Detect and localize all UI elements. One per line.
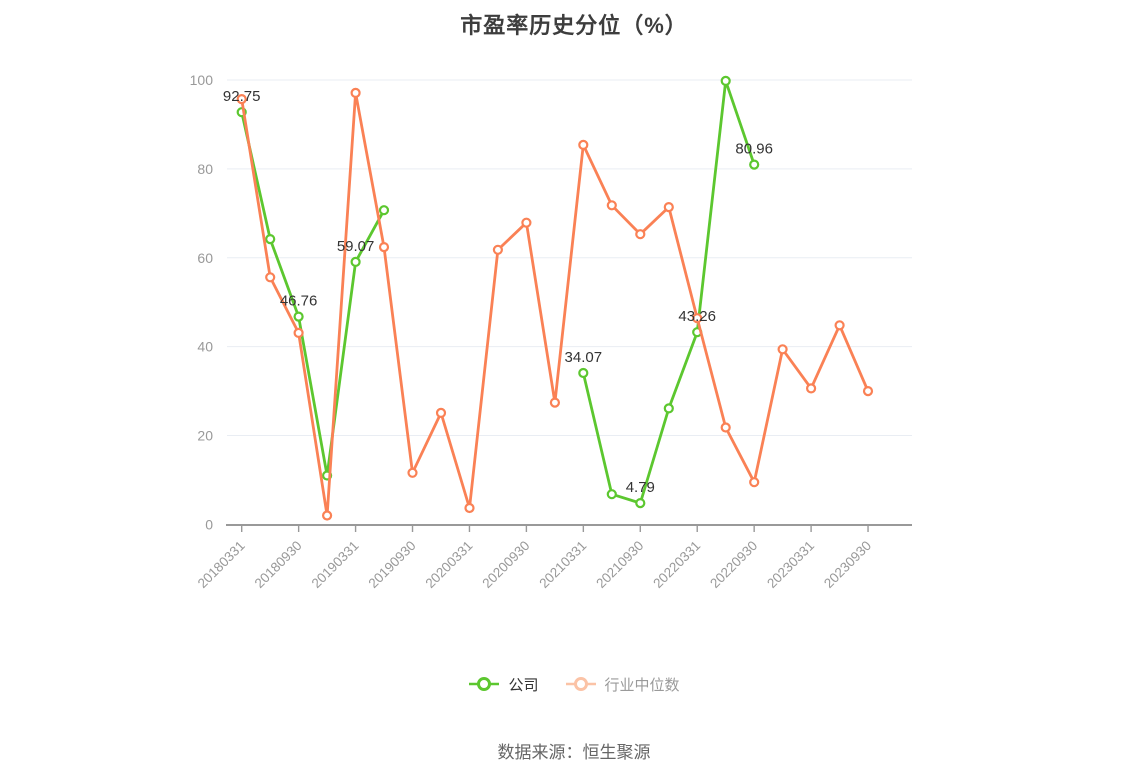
chart-canvas: 20180331 20180930 20190331 20190930 20200331… — [190, 72, 912, 591]
svg-text:46.76: 46.76 — [280, 293, 318, 310]
svg-text:20180331: 20180331 — [195, 538, 248, 591]
svg-text:20200331: 20200331 — [422, 538, 475, 591]
legend-label-company: 公司 — [508, 676, 539, 694]
svg-text:20: 20 — [197, 428, 213, 444]
svg-text:80.96: 80.96 — [735, 141, 773, 158]
svg-text:20210331: 20210331 — [536, 538, 589, 591]
svg-text:20180930: 20180930 — [252, 538, 305, 591]
series-行业中位数 — [236, 87, 874, 521]
svg-text:43.26: 43.26 — [678, 308, 716, 325]
svg-text:20230331: 20230331 — [764, 538, 817, 591]
svg-text:20190331: 20190331 — [309, 538, 362, 591]
chart-legend: 公司 行业中位数 — [0, 669, 1148, 699]
svg-text:92.75: 92.75 — [223, 88, 261, 105]
industry-median-line-icon — [565, 677, 596, 691]
svg-text:20220930: 20220930 — [707, 538, 760, 591]
x-axis: 20180331 20180930 20190331 20190930 20200331… — [195, 524, 912, 591]
data-source-note: 数据来源：恒生聚源 — [497, 743, 651, 762]
svg-text:80: 80 — [197, 161, 213, 177]
svg-text:20200930: 20200930 — [479, 538, 532, 591]
svg-text:4.79: 4.79 — [626, 479, 655, 496]
svg-text:20210930: 20210930 — [593, 538, 646, 591]
svg-text:0: 0 — [205, 516, 213, 532]
svg-text:20190930: 20190930 — [366, 538, 419, 591]
company-line-icon — [469, 677, 500, 691]
svg-text:40: 40 — [197, 339, 213, 355]
legend-item-company[interactable]: 公司 — [468, 674, 539, 695]
svg-text:20230930: 20230930 — [821, 538, 874, 591]
y-axis-labels: 0 20 40 60 80 100 — [190, 72, 214, 532]
page-title: 市盈率历史分位（%） — [460, 13, 688, 38]
svg-text:100: 100 — [190, 72, 214, 88]
svg-text:20220331: 20220331 — [650, 538, 703, 591]
svg-text:34.07: 34.07 — [565, 349, 603, 366]
svg-text:60: 60 — [197, 250, 213, 266]
legend-item-industry-median[interactable]: 行业中位数 — [565, 674, 680, 695]
svg-text:59.07: 59.07 — [337, 238, 375, 255]
data-point-labels: 92.75 46.76 59.07 34.07 4.79 43.26 80.96 — [223, 88, 773, 496]
pe-percentile-chart: 20180331 20180930 20190331 20190930 20200331… — [190, 72, 912, 591]
legend-label-industry-median: 行业中位数 — [604, 676, 680, 694]
